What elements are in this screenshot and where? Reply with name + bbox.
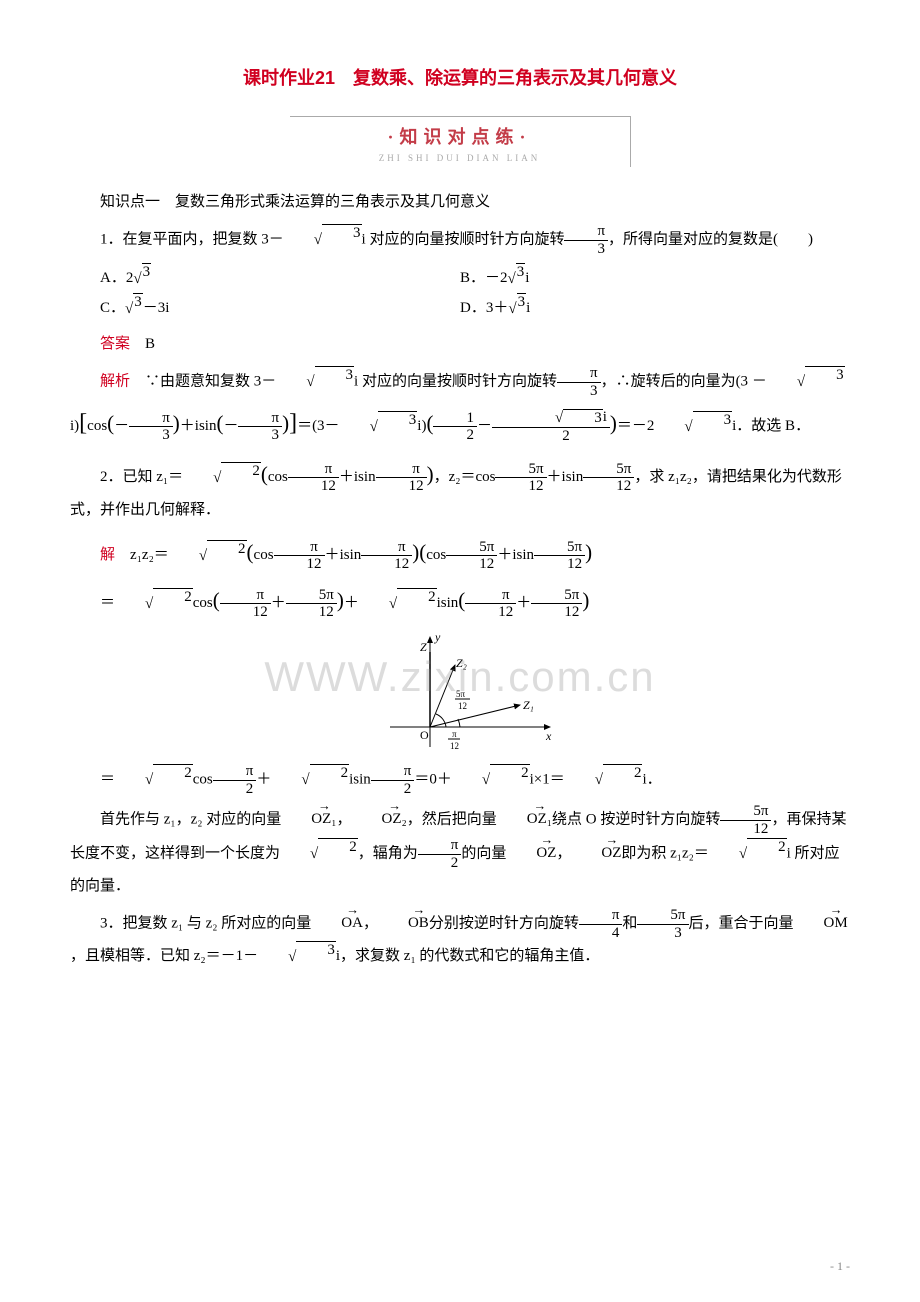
- diagram-x-axis: x: [545, 729, 552, 743]
- diagram-z1: Z₁: [523, 698, 534, 712]
- q2-stem: 2．已知 z₁＝√2(cosπ12＋isinπ12)，z₂＝cos5π12＋is…: [70, 453, 850, 525]
- q1-answer: 答案 B: [100, 329, 850, 359]
- q1-choice-c: C．√3－3i: [100, 293, 460, 323]
- section-banner: ·知识对点练· ZHI SHI DUI DIAN LIAN: [290, 116, 631, 167]
- diagram-z: Z: [420, 640, 427, 654]
- q2-solution-line2: ＝√2cos(π12＋5π12)＋√2isin(π12＋5π12): [70, 579, 850, 621]
- q1-choice-d: D．3＋√3i: [460, 293, 820, 323]
- q1-stem: 1．在复平面内，把复数 3－√3i 对应的向量按顺时针方向旋转π3，所得向量对应…: [70, 223, 850, 257]
- q2-solution-line3: ＝√2cosπ2＋√2isinπ2＝0＋√2i×1＝√2i．: [70, 763, 850, 797]
- q2-geometric-explanation: 首先作与 z₁，z₂ 对应的向量→OZ₁，→OZ₂，然后把向量→OZ₁绕点 O …: [70, 803, 850, 901]
- diagram-z2: Z₂: [456, 656, 467, 670]
- q1-choices: A．2√3 B．－2√3i C．√3－3i D．3＋√3i: [100, 263, 850, 323]
- q1-choice-a: A．2√3: [100, 263, 460, 293]
- diagram-angle2-n: π: [452, 729, 457, 739]
- q2-solution-line1: 解 z₁z₂＝√2(cosπ12＋isinπ12)(cos5π12＋isin5π…: [70, 531, 850, 573]
- lesson-title: 课时作业21 复数乘、除运算的三角表示及其几何意义: [70, 60, 850, 96]
- banner-sub-text: ZHI SHI DUI DIAN LIAN: [290, 149, 630, 167]
- q2-diagram: O x y Z Z₁ Z₂ 5π 12 π 12: [360, 627, 560, 757]
- diagram-angle1-n: 5π: [456, 689, 466, 699]
- diagram-origin: O: [420, 728, 429, 742]
- diagram-y-axis: y: [434, 630, 441, 644]
- q1-explanation: 解析 ∵由题意知复数 3－√3i 对应的向量按顺时针方向旋转π3，∴旋转后的向量…: [70, 365, 850, 447]
- knowledge-point: 知识点一 复数三角形式乘法运算的三角表示及其几何意义: [70, 187, 850, 217]
- q1-choice-b: B．－2√3i: [460, 263, 820, 293]
- diagram-angle2-d: 12: [450, 741, 459, 751]
- page-number: - 1 -: [830, 1254, 850, 1278]
- q3-stem: 3．把复数 z₁ 与 z₂ 所对应的向量→OA，→OB分别按逆时针方向旋转π4和…: [70, 907, 850, 971]
- diagram-angle1-d: 12: [458, 701, 467, 711]
